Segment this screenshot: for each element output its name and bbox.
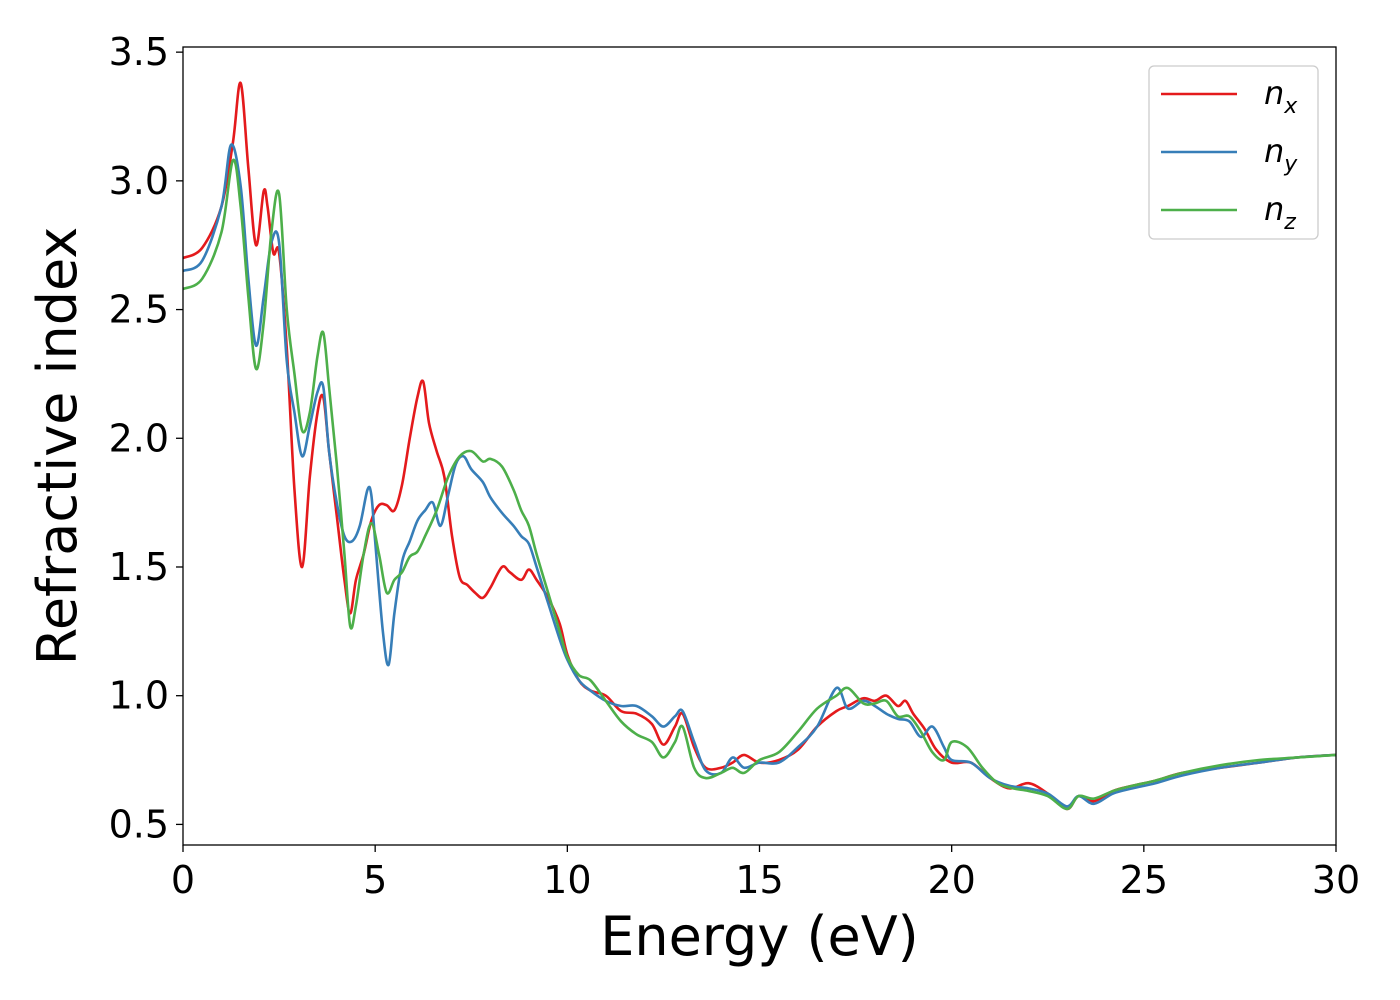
- y-tick-label: 0.5: [109, 802, 169, 846]
- x-axis-ticks: 0 5 10 15 20 25 30: [171, 845, 1360, 902]
- y-axis-ticks: 0.5 1.0 1.5 2.0 2.5 3.0 3.5: [109, 30, 183, 846]
- legend-label-subscript: y: [1283, 152, 1298, 177]
- legend-label: nx: [1264, 74, 1298, 119]
- series-line-n-x: [183, 81, 1336, 811]
- y-tick-label: 1.5: [109, 545, 169, 589]
- y-axis-label: Refractive index: [26, 227, 89, 666]
- series-layer: [183, 81, 1336, 811]
- y-tick-label: 3.5: [109, 30, 169, 74]
- legend-label-subscript: z: [1283, 210, 1296, 235]
- legend-label-subscript: x: [1283, 94, 1298, 119]
- x-tick-label: 5: [363, 858, 387, 902]
- y-tick-label: 2.0: [109, 416, 169, 460]
- y-tick-label: 2.5: [109, 288, 169, 332]
- x-tick-label: 15: [735, 858, 783, 902]
- legend-label: ny: [1264, 132, 1298, 177]
- x-tick-label: 20: [927, 858, 975, 902]
- series-line-n-z: [183, 158, 1336, 811]
- legend-label-base: n: [1264, 190, 1284, 228]
- y-tick-label: 1.0: [109, 674, 169, 718]
- x-tick-label: 10: [543, 858, 591, 902]
- x-tick-label: 30: [1312, 858, 1360, 902]
- plot-background: [183, 47, 1336, 845]
- x-axis-label: Energy (eV): [600, 905, 919, 968]
- legend-label-base: n: [1264, 132, 1284, 170]
- legend-label: nz: [1264, 190, 1296, 235]
- legend-label-base: n: [1264, 74, 1284, 112]
- series-line-n-y: [183, 143, 1336, 808]
- y-tick-label: 3.0: [109, 159, 169, 203]
- x-tick-label: 25: [1120, 858, 1168, 902]
- x-tick-label: 0: [171, 858, 195, 902]
